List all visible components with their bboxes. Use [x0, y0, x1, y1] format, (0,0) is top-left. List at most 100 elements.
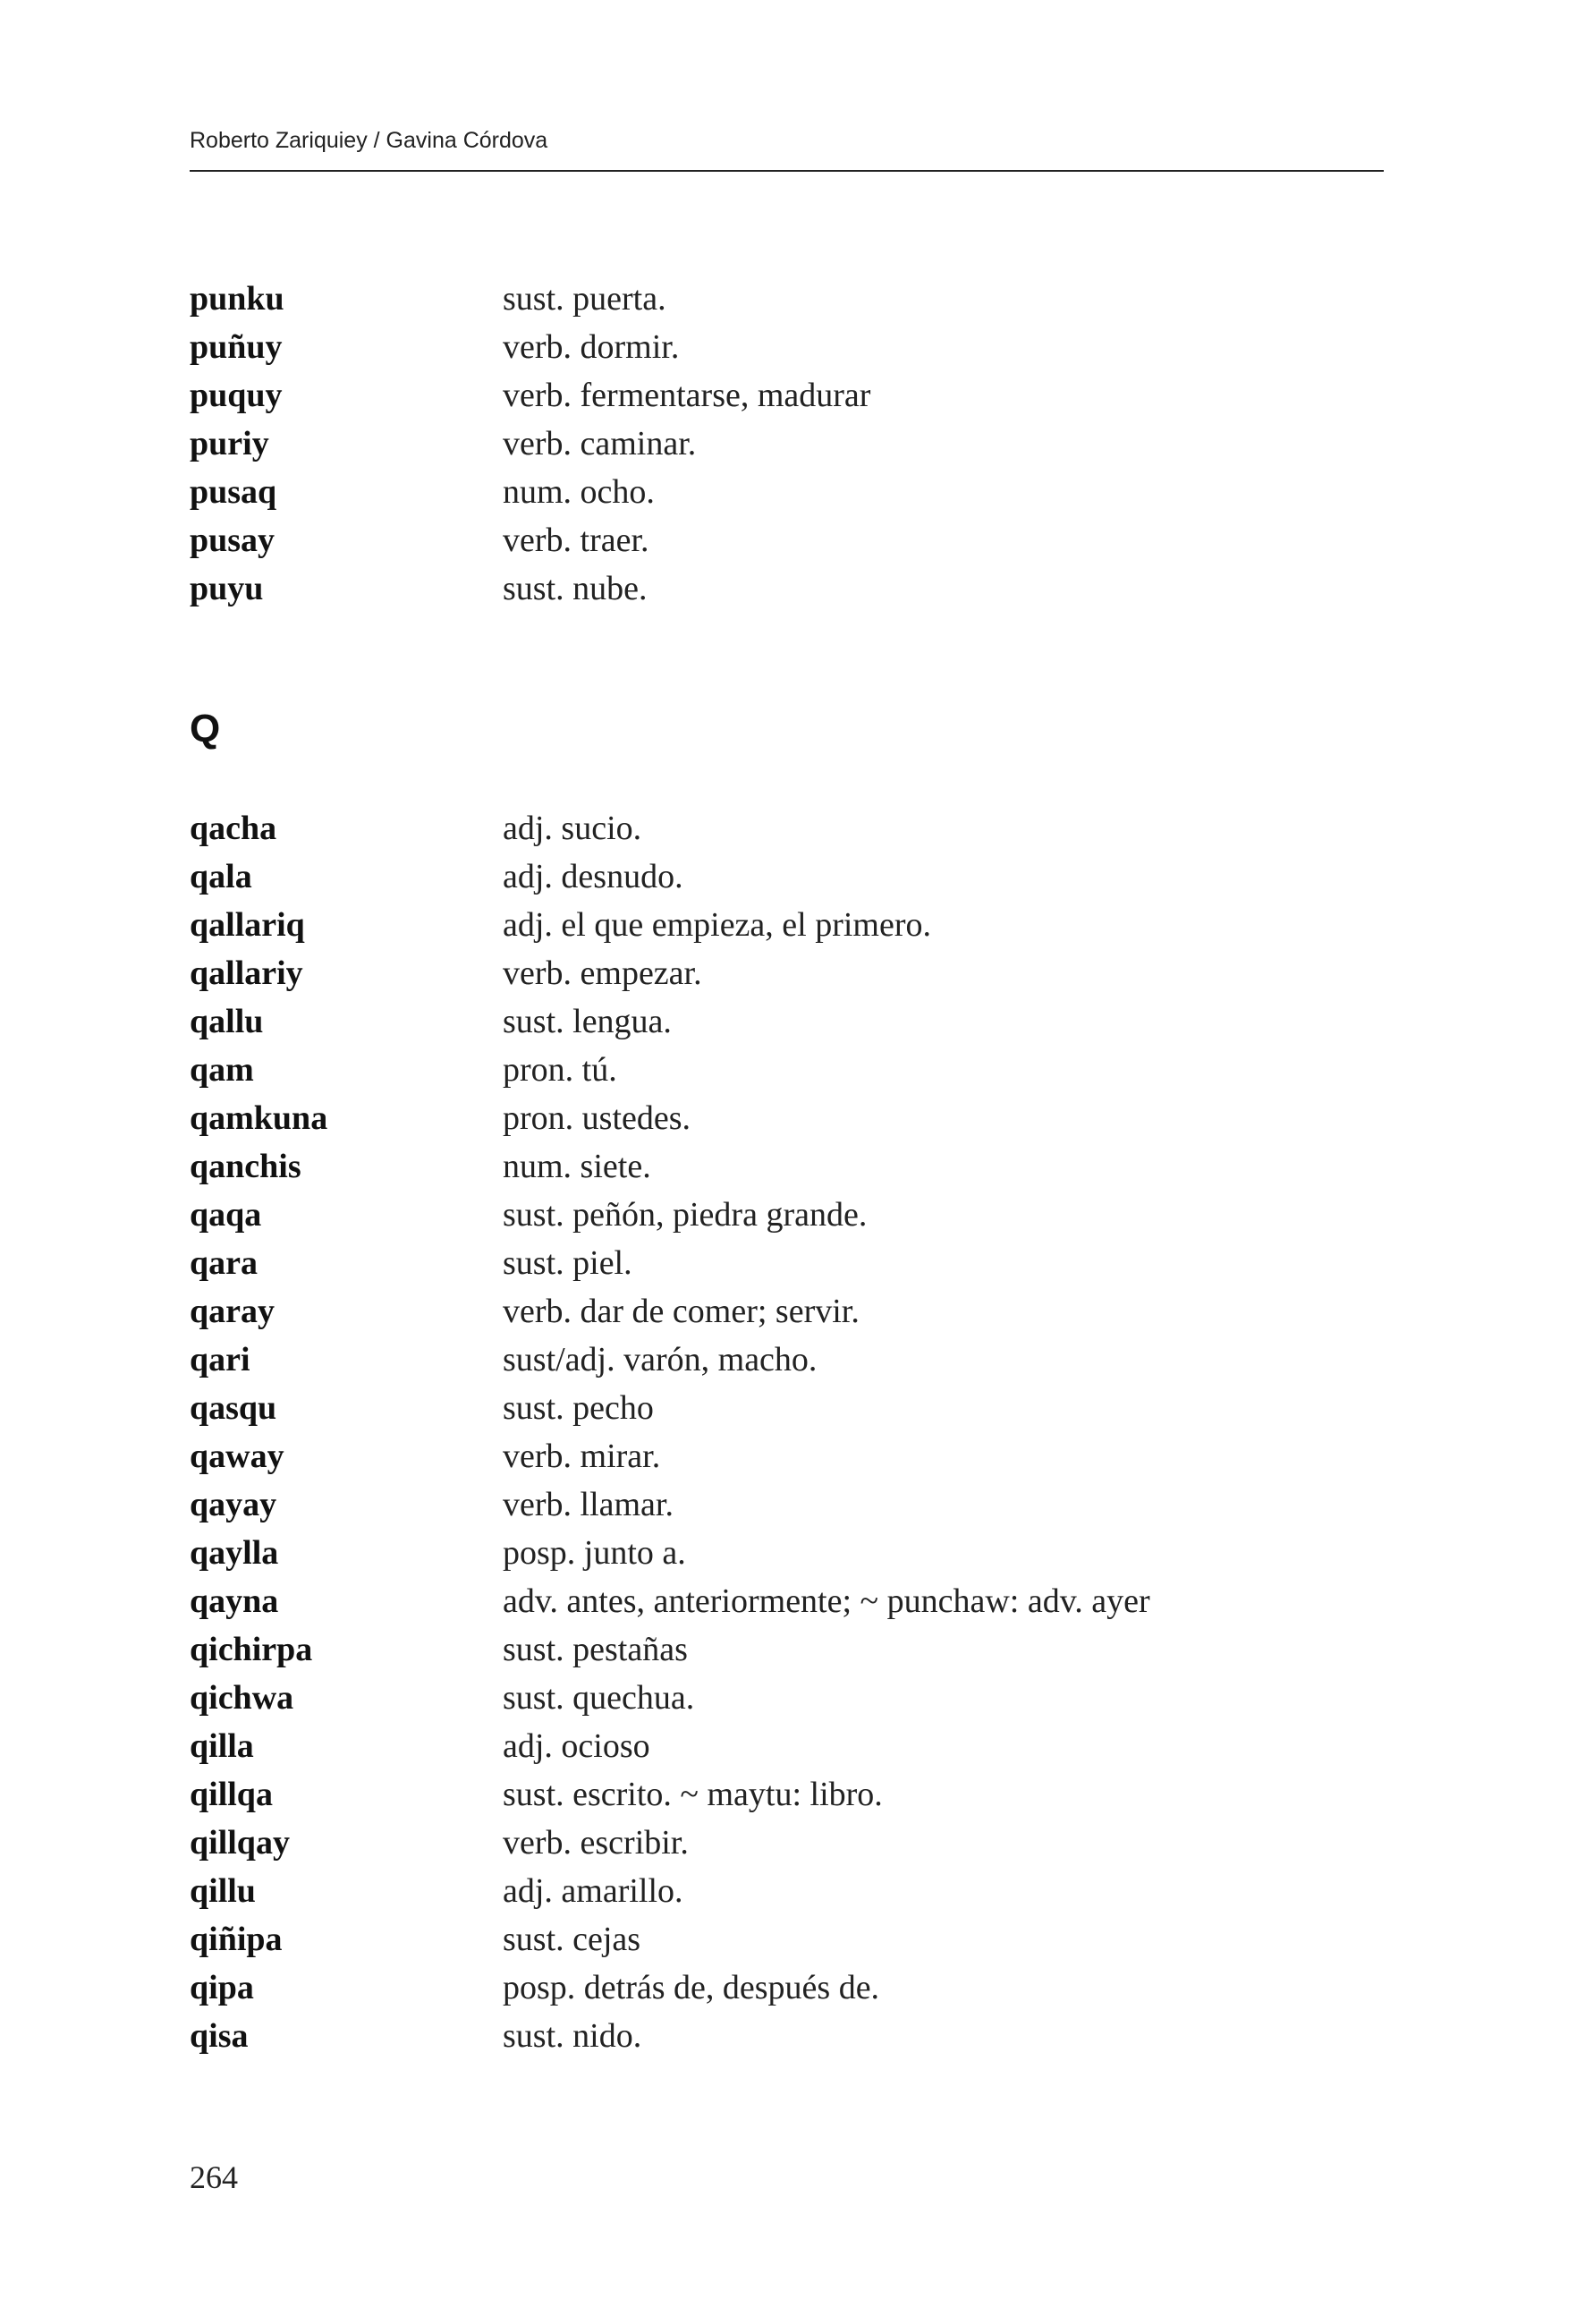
headword: puñuy	[190, 328, 283, 366]
entry-row: qayay verb. llamar.	[190, 1480, 1384, 1529]
definition: posp. junto a.	[503, 1534, 686, 1572]
entry-row: qallariq adj. el que empieza, el primero…	[190, 901, 1384, 949]
headword: qaylla	[190, 1534, 279, 1572]
entry-row: qiñipa sust. cejas	[190, 1915, 1384, 1964]
entry-row: puquy verb. fermentarse, madurar	[190, 371, 1384, 420]
entry-row: qillqa sust. escrito. ~ maytu: libro.	[190, 1770, 1384, 1819]
headword: qallu	[190, 1003, 264, 1040]
definition: sust/adj. varón, macho.	[503, 1341, 818, 1378]
entry-row: pusay verb. traer.	[190, 516, 1384, 564]
definition: pron. ustedes.	[503, 1099, 691, 1137]
headword: qam	[190, 1051, 254, 1089]
definition: adj. desnudo.	[503, 858, 683, 895]
entry-row: pusaq num. ocho.	[190, 468, 1384, 516]
headword: qamkuna	[190, 1099, 328, 1137]
headword: puyu	[190, 570, 264, 607]
running-header: Roberto Zariquiey / Gavina Córdova	[190, 128, 548, 153]
definition: verb. dormir.	[503, 328, 680, 366]
definition: adj. el que empieza, el primero.	[503, 906, 932, 944]
entry-row: qipa posp. detrás de, después de.	[190, 1964, 1384, 2012]
definition: num. ocho.	[503, 473, 655, 511]
definition: verb. traer.	[503, 522, 649, 559]
section-letter-q: Q	[190, 707, 221, 751]
headword: qara	[190, 1244, 258, 1282]
definition: adv. antes, anteriormente; ~ punchaw: ad…	[503, 1582, 1150, 1620]
definition: sust. peñón, piedra grande.	[503, 1196, 868, 1234]
headword: pusaq	[190, 473, 277, 511]
entry-row: qallariy verb. empezar.	[190, 949, 1384, 997]
headword: pusay	[190, 522, 275, 559]
entry-row: qamkuna pron. ustedes.	[190, 1094, 1384, 1142]
entry-row: qala adj. desnudo.	[190, 852, 1384, 901]
entry-row: qallu sust. lengua.	[190, 997, 1384, 1046]
headword: qala	[190, 858, 252, 895]
headword: puquy	[190, 377, 283, 414]
definition: sust. pecho	[503, 1389, 654, 1427]
entry-row: qichwa sust. quechua.	[190, 1674, 1384, 1722]
headword: qichwa	[190, 1679, 294, 1717]
entry-row: qasqu sust. pecho	[190, 1384, 1384, 1432]
headword: qisa	[190, 2017, 249, 2055]
definition: sust. quechua.	[503, 1679, 695, 1717]
headword: qallariy	[190, 954, 303, 992]
entry-row: puyu sust. nube.	[190, 564, 1384, 613]
headword: qaway	[190, 1438, 284, 1475]
entry-row: puñuy verb. dormir.	[190, 323, 1384, 371]
definition: sust. pestañas	[503, 1631, 688, 1668]
headword: qillqay	[190, 1824, 290, 1862]
definition: verb. escribir.	[503, 1824, 689, 1862]
definition: verb. empezar.	[503, 954, 702, 992]
entry-row: qari sust/adj. varón, macho.	[190, 1336, 1384, 1384]
headword: qasqu	[190, 1389, 277, 1427]
headword: qayay	[190, 1486, 277, 1523]
definition: adj. sucio.	[503, 810, 642, 847]
entry-row: qaylla posp. junto a.	[190, 1529, 1384, 1577]
definition: verb. mirar.	[503, 1438, 661, 1475]
entries-section-q: qacha adj. sucio. qala adj. desnudo. qal…	[190, 804, 1384, 2060]
definition: verb. fermentarse, madurar	[503, 377, 871, 414]
definition: verb. dar de comer; servir.	[503, 1293, 860, 1330]
headword: qillu	[190, 1872, 256, 1910]
headword: qipa	[190, 1969, 254, 2006]
entry-row: qisa sust. nido.	[190, 2012, 1384, 2060]
headword: qanchis	[190, 1148, 301, 1185]
headword: qallariq	[190, 906, 305, 944]
entry-row: qaqa sust. peñón, piedra grande.	[190, 1191, 1384, 1239]
headword: qichirpa	[190, 1631, 313, 1668]
definition: sust. puerta.	[503, 280, 666, 318]
definition: posp. detrás de, después de.	[503, 1969, 880, 2006]
entry-row: qillqay verb. escribir.	[190, 1819, 1384, 1867]
definition: sust. nube.	[503, 570, 648, 607]
entry-row: qillu adj. amarillo.	[190, 1867, 1384, 1915]
definition: verb. llamar.	[503, 1486, 674, 1523]
definition: sust. escrito. ~ maytu: libro.	[503, 1776, 883, 1813]
headword: qilla	[190, 1727, 254, 1765]
headword: qaray	[190, 1293, 275, 1330]
entries-section-p: punku sust. puerta. puñuy verb. dormir. …	[190, 275, 1384, 613]
headword: qari	[190, 1341, 250, 1378]
header-rule	[190, 170, 1384, 172]
headword: qiñipa	[190, 1921, 283, 1958]
definition: adj. amarillo.	[503, 1872, 683, 1910]
definition: pron. tú.	[503, 1051, 617, 1089]
entry-row: qanchis num. siete.	[190, 1142, 1384, 1191]
definition: num. siete.	[503, 1148, 651, 1185]
headword: qacha	[190, 810, 277, 847]
definition: adj. ocioso	[503, 1727, 650, 1765]
entry-row: qara sust. piel.	[190, 1239, 1384, 1287]
definition: sust. piel.	[503, 1244, 632, 1282]
entry-row: qam pron. tú.	[190, 1046, 1384, 1094]
entry-row: qaray verb. dar de comer; servir.	[190, 1287, 1384, 1336]
entry-row: qacha adj. sucio.	[190, 804, 1384, 852]
headword: qillqa	[190, 1776, 273, 1813]
headword: punku	[190, 280, 284, 318]
entry-row: qaway verb. mirar.	[190, 1432, 1384, 1480]
entry-row: qichirpa sust. pestañas	[190, 1625, 1384, 1674]
definition: sust. cejas	[503, 1921, 641, 1958]
headword: qayna	[190, 1582, 279, 1620]
headword: puriy	[190, 425, 269, 462]
entry-row: qilla adj. ocioso	[190, 1722, 1384, 1770]
entry-row: qayna adv. antes, anteriormente; ~ punch…	[190, 1577, 1384, 1625]
entry-row: punku sust. puerta.	[190, 275, 1384, 323]
definition: verb. caminar.	[503, 425, 697, 462]
